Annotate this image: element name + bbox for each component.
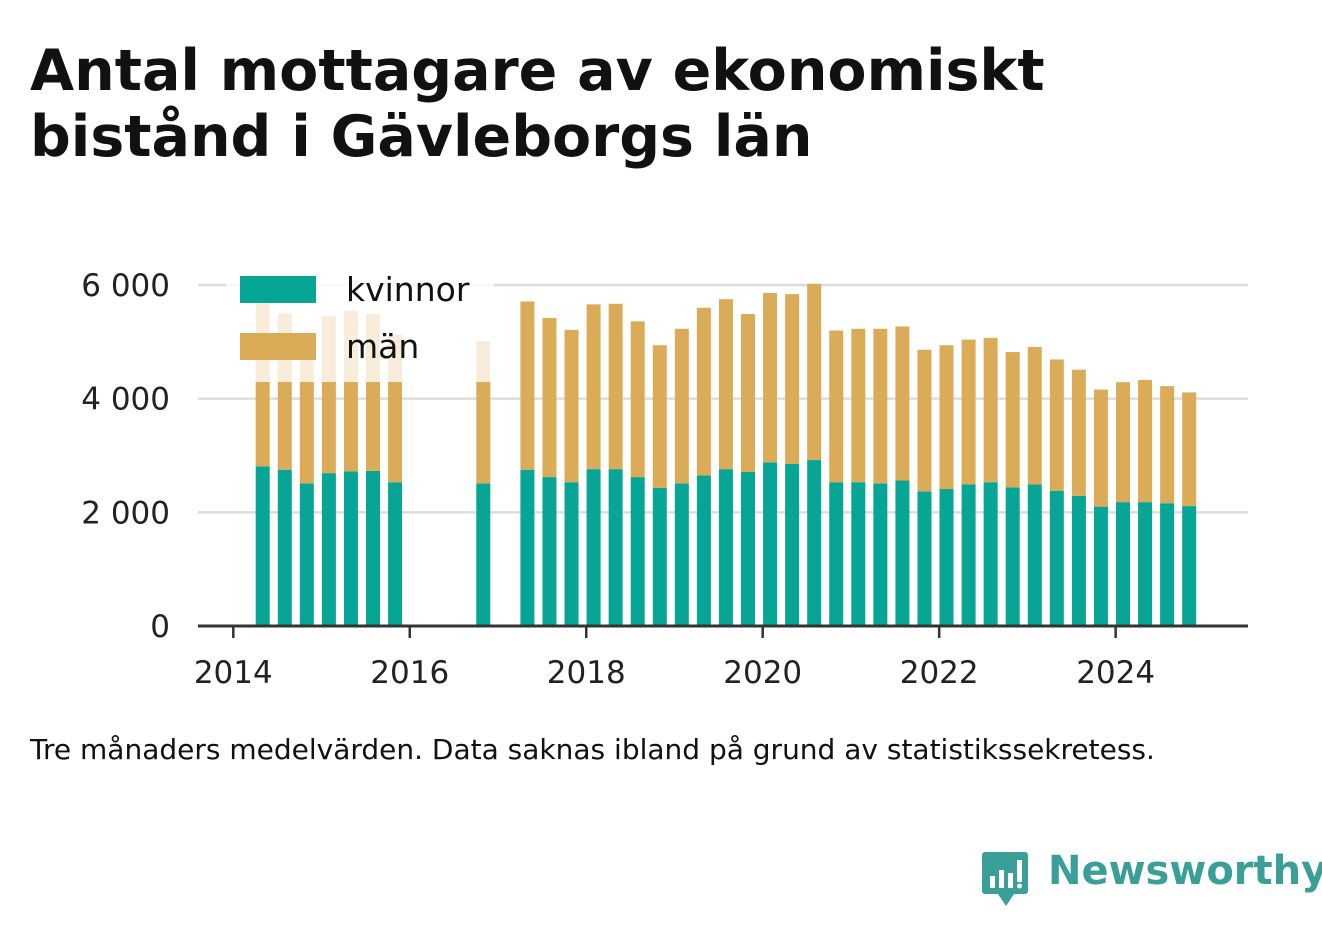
bar-kvinnor bbox=[961, 484, 976, 626]
newsworthy-logo-icon bbox=[982, 852, 1028, 906]
bar-kvinnor bbox=[366, 470, 380, 626]
bar-kvinnor bbox=[1182, 506, 1197, 626]
y-tick-label: 0 bbox=[150, 609, 170, 645]
bar-man bbox=[1116, 382, 1130, 503]
bar-man bbox=[1182, 392, 1197, 507]
bar-kvinnor bbox=[1049, 490, 1064, 626]
bar-kvinnor bbox=[763, 462, 778, 626]
bar-man bbox=[1093, 389, 1108, 507]
bar-man bbox=[1049, 359, 1064, 491]
bar-man bbox=[763, 292, 778, 463]
bar-kvinnor bbox=[1160, 503, 1175, 626]
bar-man bbox=[630, 321, 645, 478]
bar-man bbox=[542, 317, 557, 478]
bar-man bbox=[961, 339, 976, 485]
bar-kvinnor bbox=[277, 469, 292, 626]
legend: kvinnor män bbox=[226, 262, 494, 382]
bar-kvinnor bbox=[652, 487, 667, 626]
legend-label: män bbox=[346, 327, 419, 366]
bar-kvinnor bbox=[939, 489, 954, 626]
x-tick-label: 2024 bbox=[1076, 655, 1155, 691]
bar-man bbox=[873, 328, 888, 484]
bar-man bbox=[851, 328, 866, 483]
bar-man bbox=[1027, 346, 1042, 485]
bar-kvinnor bbox=[630, 477, 645, 626]
x-tick-label: 2018 bbox=[547, 655, 626, 691]
bar-kvinnor bbox=[674, 483, 689, 626]
bar-kvinnor bbox=[983, 482, 998, 626]
legend-swatch bbox=[240, 276, 316, 303]
bar-man bbox=[564, 329, 579, 483]
bar-man bbox=[895, 326, 910, 481]
bar-man bbox=[1160, 386, 1175, 504]
bar-kvinnor bbox=[1138, 502, 1153, 626]
bar-man bbox=[652, 345, 667, 488]
legend-swatch bbox=[240, 333, 316, 360]
bar-man bbox=[741, 313, 755, 472]
bar-man bbox=[829, 330, 844, 483]
bar-kvinnor bbox=[586, 469, 601, 626]
bar-kvinnor bbox=[895, 480, 910, 626]
brand-name: Newsworthy bbox=[1048, 848, 1322, 894]
bar-man bbox=[785, 294, 800, 465]
bar-kvinnor bbox=[1093, 506, 1108, 626]
bar-kvinnor bbox=[476, 483, 491, 626]
chart-note: Tre månaders medelvärden. Data saknas ib… bbox=[30, 733, 1155, 766]
bar-kvinnor bbox=[829, 482, 844, 626]
y-axis: 0 2 000 4 000 6 000 bbox=[81, 268, 170, 645]
bar-kvinnor bbox=[520, 469, 535, 626]
bar-kvinnor bbox=[1071, 495, 1086, 626]
bar-kvinnor bbox=[255, 466, 270, 626]
x-tick-label: 2020 bbox=[723, 655, 802, 691]
bars bbox=[255, 283, 1197, 626]
y-tick-label: 6 000 bbox=[81, 268, 170, 304]
bar-kvinnor bbox=[917, 491, 932, 626]
y-tick-label: 4 000 bbox=[81, 382, 170, 418]
bar-kvinnor bbox=[807, 460, 822, 626]
bar-kvinnor bbox=[564, 482, 579, 626]
bar-man bbox=[608, 303, 623, 470]
bar-man bbox=[586, 304, 601, 470]
bar-man bbox=[1071, 369, 1086, 496]
bar-man bbox=[939, 345, 954, 490]
y-tick-label: 2 000 bbox=[81, 495, 170, 531]
bar-kvinnor bbox=[542, 477, 557, 626]
x-tick-label: 2014 bbox=[194, 655, 273, 691]
bar-kvinnor bbox=[718, 469, 733, 626]
legend-label: kvinnor bbox=[346, 270, 470, 309]
bar-kvinnor bbox=[785, 464, 800, 626]
bar-man bbox=[696, 307, 711, 476]
bar-kvinnor bbox=[321, 473, 336, 626]
bar-kvinnor bbox=[741, 471, 755, 626]
bar-man bbox=[983, 337, 998, 483]
bar-man bbox=[917, 349, 932, 492]
x-tick-label: 2022 bbox=[900, 655, 979, 691]
bar-kvinnor bbox=[1116, 502, 1130, 626]
bar-kvinnor bbox=[851, 482, 866, 626]
bar-man bbox=[674, 328, 689, 484]
bar-kvinnor bbox=[696, 475, 711, 626]
x-axis: 2014 2016 2018 2020 2022 2024 bbox=[194, 624, 1248, 691]
bar-man bbox=[718, 299, 733, 470]
bar-man bbox=[520, 301, 535, 470]
bar-kvinnor bbox=[1027, 484, 1042, 626]
bar-kvinnor bbox=[873, 483, 888, 626]
bar-kvinnor bbox=[608, 469, 623, 626]
bar-kvinnor bbox=[343, 471, 358, 626]
x-tick-label: 2016 bbox=[370, 655, 449, 691]
chart-title: Antal mottagare av ekonomiskt bistånd i … bbox=[30, 38, 1045, 170]
bar-man bbox=[1005, 352, 1020, 488]
bar-kvinnor bbox=[1005, 487, 1020, 626]
bar-man bbox=[807, 283, 822, 461]
bar-kvinnor bbox=[299, 483, 314, 626]
bar-man bbox=[1138, 379, 1153, 503]
bar-kvinnor bbox=[388, 482, 403, 626]
